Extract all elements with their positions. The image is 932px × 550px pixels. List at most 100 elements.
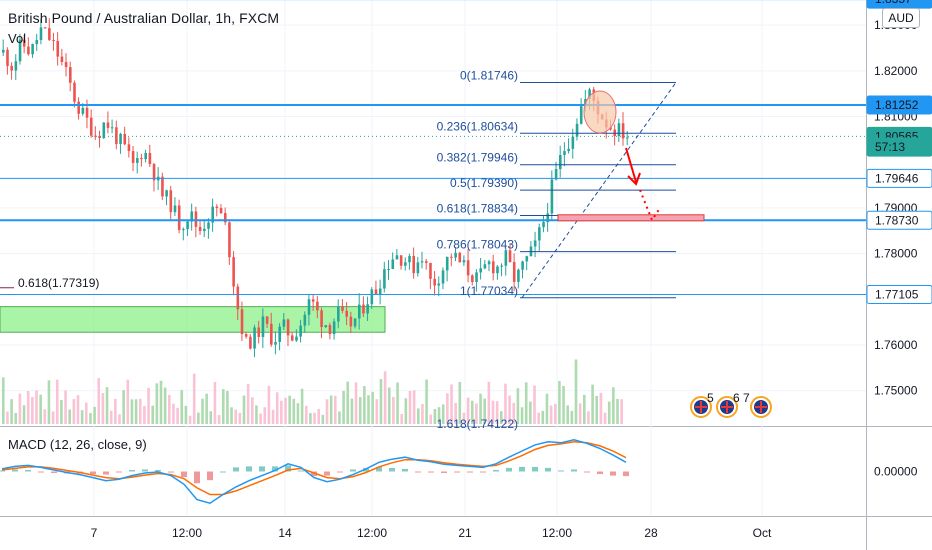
macd-histogram-bar (311, 471, 317, 477)
macd-histogram-bar (337, 471, 343, 473)
volume-bar (55, 379, 59, 424)
volume-bar (267, 385, 271, 424)
volume-bar (105, 387, 109, 424)
candle-body (391, 259, 395, 269)
candle-body (353, 318, 357, 327)
volume-bar (541, 410, 545, 424)
volume-bar (180, 389, 184, 424)
volume-bar (151, 405, 154, 424)
candle-body (261, 316, 265, 337)
volume-bar (300, 388, 304, 424)
volume-bar (562, 385, 565, 424)
candle-body (538, 227, 541, 241)
candle-body (69, 67, 72, 83)
candle-body (445, 256, 449, 271)
volume-bar (367, 395, 370, 424)
macd-histogram-bar (25, 469, 31, 472)
macd-histogram-bar (142, 469, 148, 472)
macd-histogram-bar (103, 471, 109, 475)
macd-histogram-bar (116, 471, 122, 473)
volume-bar (408, 390, 412, 424)
candle-body (278, 326, 282, 342)
candle-body (48, 28, 51, 41)
candle-body (441, 270, 445, 284)
candle-body (282, 319, 286, 327)
volume-bar (475, 403, 478, 424)
candle-body (257, 327, 261, 337)
candle-body (429, 262, 432, 279)
macd-histogram-bar (571, 469, 577, 472)
volume-bar (325, 399, 329, 424)
volume-bar (338, 411, 341, 424)
volume-bar (309, 413, 312, 424)
macd-histogram-bar (350, 469, 356, 472)
volume-bar (47, 380, 51, 424)
price-badge-label: 1.78730 (875, 213, 919, 227)
macd-histogram-bar (168, 471, 174, 473)
volume-bar (134, 399, 138, 424)
volume-bar (350, 398, 354, 424)
volume-bar (470, 400, 474, 424)
macd-histogram-bar (558, 470, 564, 472)
macd-histogram-bar (194, 471, 200, 484)
fib-level-label: 0.618(1.78834) (437, 202, 518, 216)
volume-bar (242, 395, 246, 424)
macd-histogram-bar (233, 467, 239, 472)
candle-body (123, 133, 127, 145)
volume-bar (205, 393, 208, 424)
fib-level-label: 1.618(1.74122) (437, 417, 518, 431)
macd-histogram-bar (220, 471, 226, 473)
volume-bar (595, 395, 599, 424)
volume-bar (26, 391, 30, 424)
volume-bar (109, 410, 113, 424)
volume-bar (412, 390, 416, 424)
candle-body (127, 144, 131, 152)
volume-bar (163, 387, 167, 424)
macd-histogram-bar (285, 465, 291, 472)
volume-bar (441, 404, 445, 424)
macd-histogram-bar (506, 467, 512, 472)
macd-histogram-bar (0, 470, 5, 472)
volume-bar (155, 383, 159, 424)
macd-histogram-bar (532, 466, 538, 472)
macd-histogram-bar (246, 466, 252, 472)
macd-histogram-bar (155, 469, 161, 472)
projection-arrowhead (627, 172, 641, 186)
volume-bar (400, 414, 403, 424)
price-axis-tick: 1.78000 (874, 247, 918, 261)
currency-badge[interactable]: AUD (882, 8, 920, 28)
volume-bar (313, 412, 316, 424)
macd-histogram-bar (272, 466, 278, 472)
candle-body (52, 40, 55, 42)
time-axis-tick: 28 (644, 526, 658, 540)
price-axis-tick: 1.82000 (874, 64, 918, 78)
volume-bar (524, 382, 528, 424)
fib-level-label: 1(1.77034) (460, 284, 518, 298)
candle-body (554, 169, 558, 180)
candle-body (487, 261, 491, 265)
volume-bar (429, 414, 433, 424)
macd-histogram-bar (441, 471, 447, 474)
volume-bar (329, 395, 333, 424)
candle-body (286, 319, 290, 336)
volume-bar (201, 398, 204, 424)
candle-body (563, 151, 566, 155)
volume-bar (35, 390, 38, 424)
candle-body (383, 269, 386, 289)
volume-bar (458, 382, 462, 424)
volume-bar (147, 387, 150, 424)
candle-body (341, 306, 344, 311)
macd-histogram-bar (298, 470, 304, 472)
candle-body (328, 325, 332, 335)
volume-bar (570, 410, 574, 424)
candle-body (14, 61, 18, 71)
volume-bar (603, 412, 607, 424)
target-zone (557, 214, 705, 222)
volume-bar (483, 398, 486, 424)
candle-body (22, 39, 26, 47)
candle-body (102, 122, 106, 139)
candle-body (2, 49, 5, 53)
macd-histogram-bar (467, 471, 473, 473)
candle-body (626, 137, 629, 139)
